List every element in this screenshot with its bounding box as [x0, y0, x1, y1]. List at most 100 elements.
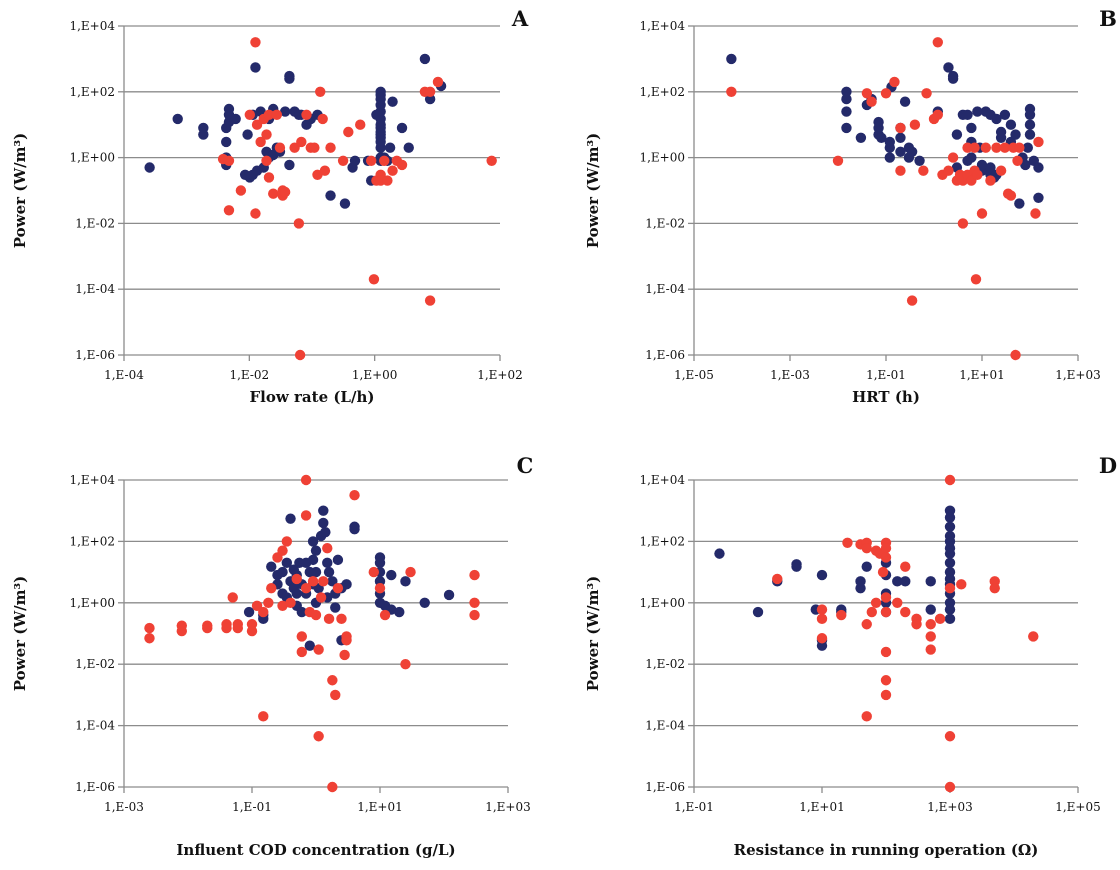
data-point-red	[911, 619, 922, 630]
panel-letter: B	[1099, 6, 1117, 31]
data-point-navy	[841, 122, 852, 134]
data-point-navy	[387, 96, 398, 107]
data-point-red	[368, 274, 380, 285]
data-point-red	[918, 165, 929, 176]
data-point-navy	[284, 159, 295, 171]
data-point-navy	[884, 136, 896, 148]
data-point-red	[223, 155, 235, 166]
data-point-red	[1014, 142, 1025, 153]
data-point-red	[277, 545, 288, 556]
data-point-red	[300, 582, 312, 594]
data-point-red	[332, 582, 344, 594]
data-point-red	[255, 136, 266, 148]
data-point-red	[999, 142, 1011, 153]
data-point-navy	[394, 606, 405, 618]
data-point-red	[263, 597, 274, 608]
data-point-red	[934, 613, 946, 625]
data-point-red	[832, 155, 844, 166]
data-point-red	[866, 606, 878, 618]
panel-letter: D	[1099, 453, 1117, 478]
data-point-navy	[1024, 119, 1036, 130]
y-tick-label: 1,E-06	[645, 348, 685, 362]
data-point-red	[906, 295, 918, 306]
data-point-red	[944, 731, 956, 742]
x-tick-label: 1,E+03	[485, 800, 531, 814]
x-tick-label: 1,E+00	[352, 368, 398, 382]
data-point-navy	[895, 146, 906, 158]
data-point-navy	[947, 70, 959, 82]
data-point-red	[223, 205, 235, 216]
data-point-navy	[876, 132, 887, 143]
y-axis-label: Power (W/m³)	[584, 576, 602, 691]
data-point-red	[339, 649, 350, 661]
data-point-red	[313, 731, 324, 742]
data-point-red	[285, 597, 296, 608]
data-point-red	[836, 609, 847, 621]
data-point-navy	[230, 113, 241, 125]
data-point-red	[909, 119, 921, 130]
data-point-red	[300, 474, 312, 486]
y-tick-label: 1,E+04	[639, 473, 685, 487]
data-point-red	[1010, 349, 1021, 361]
panel-d: 1,E-06 1,E-04 1,E-02 1,E+00 1,E+02 1,E+04 1,E-…	[584, 453, 1117, 859]
data-point-navy	[951, 129, 963, 140]
data-point-navy	[714, 548, 725, 559]
data-point-red	[289, 142, 300, 153]
data-point-red	[842, 537, 853, 549]
y-tick-label: 1,E+00	[69, 151, 115, 165]
data-point-navy	[962, 109, 973, 120]
y-tick-label: 1,E+00	[69, 596, 115, 610]
data-point-navy	[943, 62, 954, 73]
data-point-red	[1012, 155, 1023, 166]
data-point-red	[861, 619, 872, 630]
data-point-red	[274, 142, 286, 153]
data-point-red	[310, 609, 322, 621]
data-point-red	[144, 622, 155, 634]
data-point-navy	[277, 566, 288, 578]
data-point-red	[486, 155, 497, 166]
data-point-navy	[873, 116, 884, 128]
x-axis-label: HRT (h)	[852, 388, 920, 406]
x-axis-label: Flow rate (L/h)	[250, 388, 375, 406]
data-point-navy	[375, 113, 386, 125]
data-point-red	[400, 659, 411, 670]
data-point-navy	[386, 569, 397, 581]
data-point-navy	[310, 566, 322, 578]
data-point-navy	[944, 613, 956, 625]
data-point-navy	[816, 640, 828, 651]
x-tick-label: 1,E+03	[1055, 368, 1101, 382]
data-point-navy	[307, 536, 319, 547]
data-point-red	[250, 37, 261, 48]
data-point-navy	[310, 545, 322, 556]
data-point-navy	[304, 640, 315, 651]
data-point-navy	[816, 569, 828, 581]
data-point-red	[880, 646, 892, 658]
data-point-navy	[384, 142, 396, 153]
y-axis-label: Power (W/m³)	[11, 133, 29, 248]
data-point-red	[382, 175, 393, 186]
data-point-red	[880, 675, 892, 686]
data-point-red	[895, 122, 906, 134]
data-point-red	[900, 561, 911, 572]
data-point-red	[925, 631, 936, 642]
data-point-red	[932, 109, 944, 120]
data-point-red	[925, 644, 936, 655]
panel-b: 1,E-06 1,E-04 1,E-02 1,E+00 1,E+02 1,E+04 1,E-…	[584, 6, 1117, 406]
data-point-red	[469, 609, 480, 621]
data-point-navy	[944, 512, 956, 523]
data-point-navy	[419, 53, 431, 65]
data-point-red	[956, 579, 967, 590]
data-point-red	[932, 37, 944, 48]
data-point-red	[258, 711, 269, 722]
y-tick-label: 1,E-02	[75, 216, 115, 230]
data-point-navy	[900, 576, 911, 587]
data-point-red	[355, 119, 366, 130]
data-point-red	[892, 597, 903, 608]
data-point-red	[866, 96, 877, 107]
data-point-red	[972, 169, 983, 181]
data-point-navy	[1033, 162, 1044, 173]
data-point-navy	[284, 73, 295, 84]
data-point-red	[944, 781, 956, 793]
data-point-navy	[198, 122, 209, 134]
data-point-navy	[855, 132, 867, 143]
